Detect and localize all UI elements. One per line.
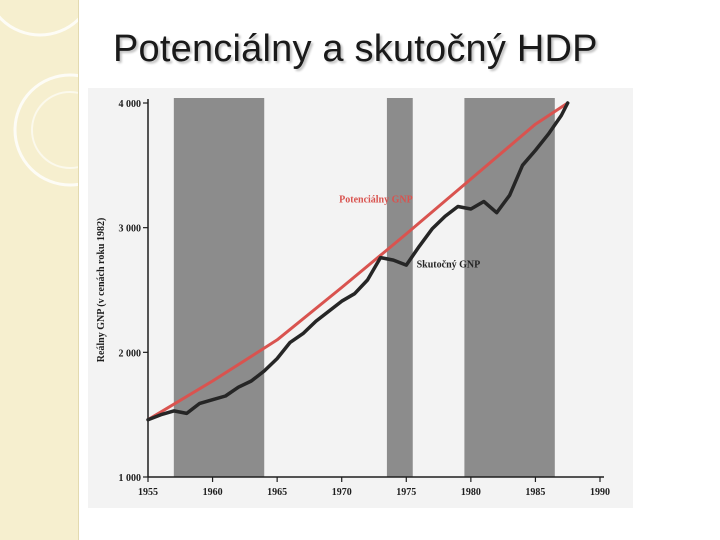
y-axis-title: Reálny GNP (v cenách roku 1982): [96, 218, 107, 363]
axes: [147, 99, 604, 478]
x-tick-label-1985: 1985: [525, 487, 545, 498]
shaded-period-2: [386, 98, 413, 477]
y-tick-label-2000: 2 000: [119, 348, 142, 359]
decorative-arcs: [0, 15, 78, 187]
x-tick-label-1970: 1970: [332, 487, 352, 498]
x-tick-label-1975: 1975: [396, 487, 416, 498]
x-tick-label-1960: 1960: [203, 487, 223, 498]
potential-gnp-line: [146, 101, 570, 422]
potential-gnp-label: Potenciálny GNP: [339, 195, 413, 206]
x-tick-label-1980: 1980: [461, 487, 481, 498]
x-tick-label-1965: 1965: [267, 487, 287, 498]
shaded-period-1: [173, 98, 265, 477]
slide-side-panel: [0, 0, 79, 540]
actual-gnp-line: [146, 101, 570, 422]
y-tick-label-3000: 3 000: [119, 224, 142, 235]
axis-ticks: 1955 1960 1965 1970 1975 1980 1985 1990 1 000 2 0…: [119, 99, 611, 498]
slide-title: Potenciálny a skutočný HDP: [113, 28, 598, 70]
series-lines: [146, 101, 570, 422]
actual-gnp-label: Skutočný GNP: [417, 260, 481, 271]
recession-shading: [173, 98, 555, 477]
x-tick-label-1955: 1955: [138, 487, 158, 498]
series-labels: Potenciálny GNP Skutočný GNP: [339, 195, 480, 271]
y-tick-label-4000: 4 000: [119, 99, 142, 110]
gnp-chart-svg: 1955 1960 1965 1970 1975 1980 1985 1990 1 000 2 0…: [96, 98, 611, 498]
x-tick-label-1990: 1990: [590, 487, 610, 498]
shaded-period-3: [464, 98, 555, 477]
y-tick-label-1000: 1 000: [119, 473, 142, 484]
gnp-chart: 1955 1960 1965 1970 1975 1980 1985 1990 1 000 2 0…: [88, 88, 633, 508]
